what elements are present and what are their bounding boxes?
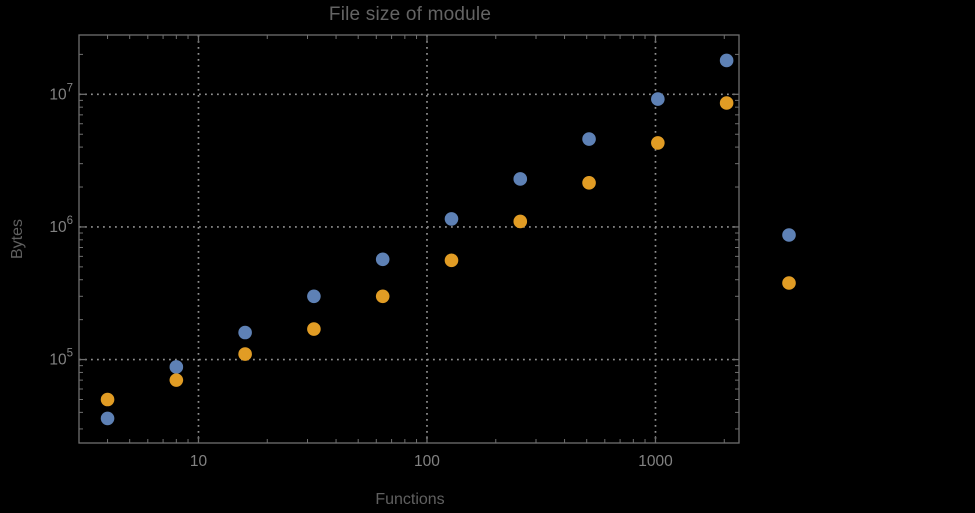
legend-marker-1 — [782, 228, 796, 242]
data-point-series-2-orange — [169, 373, 184, 387]
data-point-series-2-orange — [375, 289, 390, 304]
data-point-series-1-blue — [719, 53, 734, 68]
data-point-series-2-orange — [238, 347, 252, 361]
y-tick-label: 106 — [49, 215, 73, 236]
data-point-series-2-orange — [582, 176, 596, 190]
data-point-series-2-orange — [307, 322, 321, 336]
data-point-series-1-blue — [169, 360, 184, 374]
data-point-series-2-orange — [100, 392, 115, 407]
data-point-series-1-blue — [444, 212, 459, 226]
data-point-series-1-blue — [582, 132, 596, 146]
data-point-series-1-blue — [375, 252, 390, 267]
data-point-series-1-blue — [238, 325, 252, 340]
data-point-series-2-orange — [651, 136, 665, 150]
data-point-series-1-blue — [651, 92, 665, 106]
y-tick-label: 107 — [49, 82, 73, 103]
y-axis-label: Bytes — [9, 219, 26, 260]
data-point-series-2-orange — [513, 214, 528, 229]
x-tick-label: 10 — [190, 453, 208, 470]
legend-marker-2 — [782, 276, 796, 290]
x-axis-label: Functions — [375, 491, 445, 508]
data-point-series-1-blue — [307, 289, 321, 304]
chart-title: File size of module — [328, 4, 492, 25]
y-tick-label: 105 — [49, 348, 73, 369]
data-point-series-1-blue — [513, 172, 528, 186]
data-point-series-2-orange — [444, 253, 459, 268]
data-point-series-1-blue — [100, 411, 115, 426]
x-tick-label: 1000 — [638, 453, 673, 470]
x-tick-label: 100 — [414, 453, 440, 470]
plot-frame — [78, 34, 740, 444]
data-point-series-2-orange — [719, 96, 734, 110]
